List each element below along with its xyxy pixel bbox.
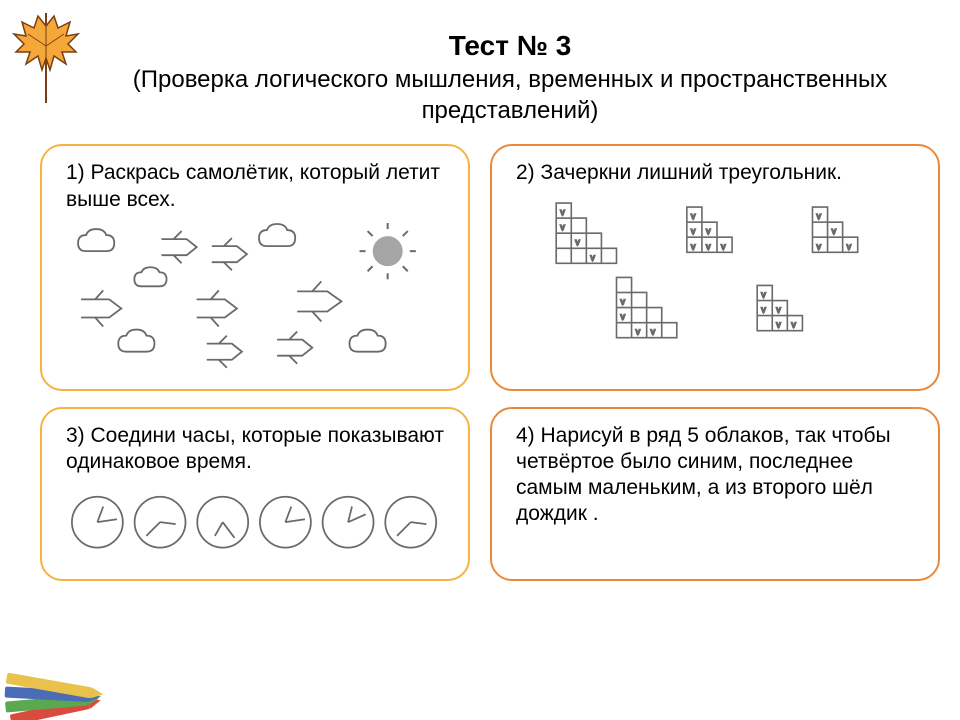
svg-text:v: v xyxy=(721,241,726,251)
triangles-illustration: vv vv v vv vvv vv vv xyxy=(516,195,918,346)
svg-text:v: v xyxy=(791,319,796,329)
question-text-2: 2) Зачеркни лишний треугольник. xyxy=(516,160,918,186)
svg-text:v: v xyxy=(691,211,696,221)
svg-text:v: v xyxy=(776,304,781,314)
svg-text:v: v xyxy=(706,241,711,251)
svg-text:v: v xyxy=(621,311,626,321)
title-block: Тест № 3 (Проверка логического мышления,… xyxy=(0,0,960,126)
svg-text:v: v xyxy=(691,226,696,236)
svg-text:v: v xyxy=(847,241,852,251)
svg-text:v: v xyxy=(621,296,626,306)
svg-text:v: v xyxy=(761,289,766,299)
question-card-1: 1) Раскрась самолётик, который летит выш… xyxy=(40,144,470,390)
svg-text:v: v xyxy=(691,241,696,251)
question-text-1: 1) Раскрась самолётик, который летит выш… xyxy=(66,160,448,213)
svg-text:v: v xyxy=(776,319,781,329)
question-card-3: 3) Соедини часы, которые показывают один… xyxy=(40,407,470,581)
svg-text:v: v xyxy=(560,207,565,217)
svg-text:v: v xyxy=(575,237,580,247)
page-subtitle: (Проверка логического мышления, временны… xyxy=(100,64,920,126)
maple-leaf-decoration xyxy=(8,8,98,108)
question-text-4: 4) Нарисуй в ряд 5 облаков, так чтобы че… xyxy=(516,423,918,528)
planes-illustration xyxy=(66,221,448,372)
crayons-decoration xyxy=(0,650,140,720)
clocks-illustration xyxy=(66,483,448,561)
page-title: Тест № 3 xyxy=(100,30,920,62)
svg-text:v: v xyxy=(832,226,837,236)
svg-text:v: v xyxy=(816,241,821,251)
question-card-4: 4) Нарисуй в ряд 5 облаков, так чтобы че… xyxy=(490,407,940,581)
question-text-3: 3) Соедини часы, которые показывают один… xyxy=(66,423,448,476)
svg-text:v: v xyxy=(636,326,641,336)
svg-text:v: v xyxy=(651,326,656,336)
svg-text:v: v xyxy=(560,222,565,232)
svg-text:v: v xyxy=(706,226,711,236)
svg-text:v: v xyxy=(590,252,595,262)
svg-text:v: v xyxy=(761,304,766,314)
svg-text:v: v xyxy=(816,211,821,221)
questions-grid: 1) Раскрась самолётик, который летит выш… xyxy=(0,126,960,580)
question-card-2: 2) Зачеркни лишний треугольник. vv vv xyxy=(490,144,940,390)
